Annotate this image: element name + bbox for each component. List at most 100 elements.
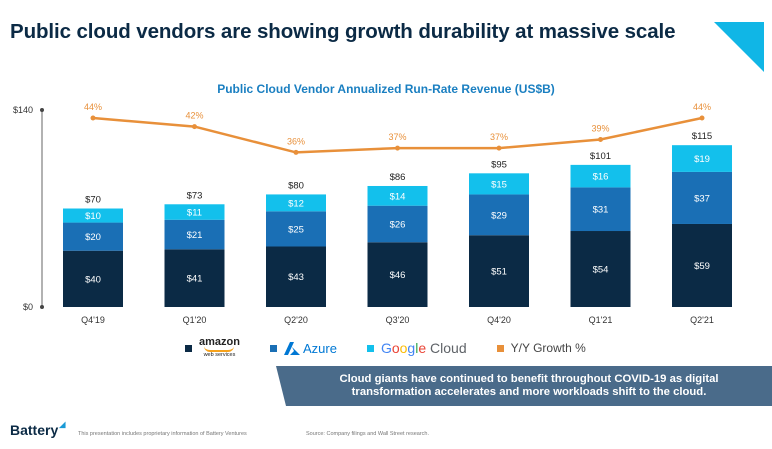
bar-total-label: $73 xyxy=(187,190,203,201)
bar-segment xyxy=(469,194,529,236)
chart-legend: amazon web services Azure Google Cloud Y… xyxy=(185,337,586,359)
bar-segment xyxy=(672,145,732,172)
battery-mark-icon: ◢ xyxy=(59,420,66,429)
google-letter: o xyxy=(391,340,400,356)
growth-point xyxy=(90,115,96,121)
bar-segment xyxy=(570,164,631,188)
growth-label: 37% xyxy=(388,132,406,142)
x-tick-label: Q4'19 xyxy=(81,315,105,325)
y-axis-tick-dot xyxy=(40,305,44,309)
bar-segment xyxy=(164,204,225,220)
slide-title: Public cloud vendors are showing growth … xyxy=(10,20,676,43)
x-tick-label: Q1'21 xyxy=(589,315,613,325)
bar-segment xyxy=(570,187,631,232)
azure-label: Azure xyxy=(302,340,337,356)
revenue-chart: Public Cloud Vendor Annualized Run-Rate … xyxy=(13,82,732,325)
bar-segment xyxy=(266,211,326,247)
aws-logo-sub: web services xyxy=(203,352,236,359)
bar-value-label: $40 xyxy=(85,274,101,285)
legend-swatch-growth xyxy=(496,344,504,352)
bar-value-label: $46 xyxy=(390,270,406,281)
google-cloud-word: Cloud xyxy=(426,340,467,356)
y-tick-label: $140 xyxy=(13,105,33,115)
growth-label: 36% xyxy=(287,136,305,146)
bar-value-label: $19 xyxy=(694,154,710,165)
callout-line-2: transformation accelerates and more work… xyxy=(351,386,707,398)
legend-item-azure: Azure xyxy=(269,340,337,356)
bar-value-label: $25 xyxy=(288,224,304,235)
growth-label: 37% xyxy=(490,132,508,142)
bar-total-label: $80 xyxy=(288,180,304,191)
x-tick-label: Q2'20 xyxy=(284,315,308,325)
bar-value-label: $10 xyxy=(85,211,101,222)
bar-segment xyxy=(672,223,732,307)
bar-segment xyxy=(367,242,428,307)
bar-value-label: $14 xyxy=(390,191,406,202)
azure-icon xyxy=(283,341,300,355)
bar-segment xyxy=(266,246,326,307)
footer-source: Source: Company filings and Wall Street … xyxy=(306,431,429,437)
x-tick-label: Q1'20 xyxy=(183,315,207,325)
bar-value-label: $59 xyxy=(694,261,710,272)
google-letter: o xyxy=(399,340,408,356)
bar-total-label: $86 xyxy=(390,172,406,183)
bar-value-label: $31 xyxy=(593,205,609,216)
bar-value-label: $29 xyxy=(491,210,507,221)
growth-point xyxy=(395,145,400,151)
bar-value-label: $26 xyxy=(390,219,406,230)
bar-value-label: $54 xyxy=(593,265,609,276)
growth-point xyxy=(699,115,705,121)
legend-item-aws: amazon web services xyxy=(185,337,240,359)
bar-total-label: $115 xyxy=(692,131,712,142)
bar-segment xyxy=(266,194,326,212)
chart-title: Public Cloud Vendor Annualized Run-Rate … xyxy=(217,82,555,96)
bar-segment xyxy=(469,235,529,307)
aws-logo-word: amazon xyxy=(199,336,240,349)
google-letter: l xyxy=(415,340,419,356)
bar-total-label: $95 xyxy=(491,159,507,170)
legend-item-google: Google Cloud xyxy=(366,340,467,356)
growth-point xyxy=(496,145,502,151)
bar-segment xyxy=(367,185,428,206)
bar-value-label: $37 xyxy=(694,193,710,204)
bar-segment xyxy=(63,208,123,223)
x-tick-label: Q4'20 xyxy=(487,315,511,325)
bar-value-label: $15 xyxy=(491,179,507,190)
bar-value-label: $11 xyxy=(187,208,202,219)
google-letter: g xyxy=(407,340,416,356)
bar-value-label: $51 xyxy=(491,267,507,278)
bar-segment xyxy=(469,173,529,195)
battery-logo-text: Battery xyxy=(10,422,59,438)
bar-value-label: $41 xyxy=(187,274,203,285)
growth-label: 44% xyxy=(693,102,711,112)
legend-swatch-google xyxy=(366,344,374,352)
x-tick-label: Q2'21 xyxy=(690,315,714,325)
growth-label: 39% xyxy=(591,124,609,134)
bar-value-label: $43 xyxy=(288,272,304,283)
bar-value-label: $12 xyxy=(288,198,304,209)
bar-segment xyxy=(367,205,428,243)
bar-value-label: $20 xyxy=(85,232,101,243)
google-letter: e xyxy=(418,340,427,356)
growth-point xyxy=(192,124,197,130)
corner-accent xyxy=(714,22,764,72)
bar-segment xyxy=(570,231,631,307)
azure-logo: Azure xyxy=(283,340,337,356)
legend-item-growth: Y/Y Growth % xyxy=(496,341,586,355)
bar-total-label: $70 xyxy=(85,195,101,206)
callout-line-1: Cloud giants have continued to benefit t… xyxy=(339,373,719,385)
growth-label: 44% xyxy=(84,102,102,112)
x-tick-label: Q3'20 xyxy=(386,315,410,325)
bar-segment xyxy=(164,249,225,307)
aws-logo: amazon web services xyxy=(199,337,240,359)
y-axis-tick-dot xyxy=(40,108,44,112)
aws-smile-icon xyxy=(204,346,235,353)
legend-swatch-azure xyxy=(269,344,277,352)
growth-point xyxy=(598,137,603,142)
growth-point xyxy=(293,149,299,155)
legend-swatch-aws xyxy=(185,344,192,352)
bar-segment xyxy=(63,250,123,307)
bar-total-label: $101 xyxy=(590,151,611,162)
growth-label: 42% xyxy=(185,111,203,121)
callout-box: Cloud giants have continued to benefit t… xyxy=(276,366,772,406)
